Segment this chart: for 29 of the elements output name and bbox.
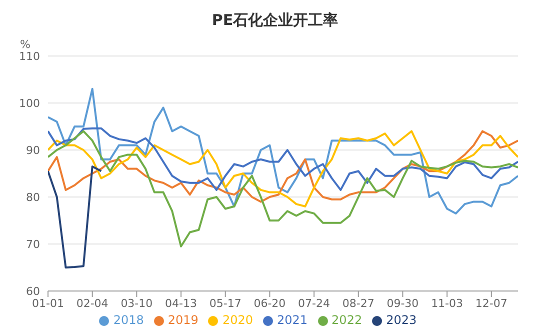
x-tick-label: 11-03 <box>431 296 464 310</box>
legend-label: 2021 <box>277 313 308 327</box>
x-tick-label: 09-30 <box>386 296 419 310</box>
x-tick-label: 07-24 <box>298 296 330 310</box>
legend-label: 2018 <box>113 313 144 327</box>
x-tick-label: 03-10 <box>120 296 153 310</box>
x-tick-label: 05-17 <box>209 296 242 310</box>
chart-title: PE石化企业开工率 <box>210 10 340 31</box>
x-tick-label: 04-13 <box>165 296 198 310</box>
y-tick-label: 110 <box>19 50 40 63</box>
y-axis-title: % <box>20 38 30 51</box>
y-tick-label: 60 <box>26 284 40 298</box>
line-series <box>48 88 518 214</box>
legend-label: 2020 <box>222 313 253 327</box>
legend-label: 2023 <box>386 313 417 327</box>
line-series <box>48 165 102 268</box>
y-tick-label: 90 <box>26 144 40 157</box>
x-tick-label: 06-20 <box>254 296 286 310</box>
x-tick-label: 08-27 <box>342 296 374 310</box>
line-series <box>48 127 518 191</box>
x-tick-label: 12-07 <box>475 296 508 310</box>
legend-label: 2019 <box>168 313 198 327</box>
legend-label: 2022 <box>332 313 362 327</box>
x-tick-label: 01-01 <box>32 296 64 310</box>
x-tick-label: 02-04 <box>76 296 108 310</box>
y-tick-label: 80 <box>26 190 40 204</box>
y-tick-label: 70 <box>26 238 40 251</box>
line-series <box>48 130 518 248</box>
y-tick-label: 100 <box>19 96 40 110</box>
